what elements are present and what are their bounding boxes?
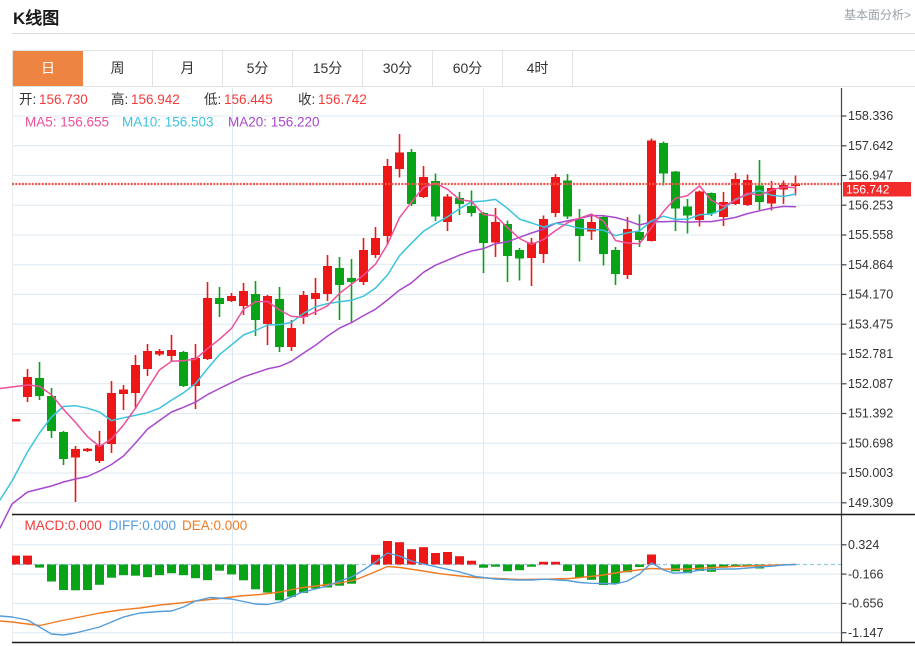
svg-text:150.003: 150.003 — [848, 466, 893, 480]
svg-text:156.947: 156.947 — [848, 169, 893, 183]
svg-text:0.324: 0.324 — [848, 538, 879, 552]
svg-text:-0.166: -0.166 — [848, 567, 883, 581]
svg-text:155.558: 155.558 — [848, 228, 893, 242]
svg-text:149.309: 149.309 — [848, 496, 893, 510]
svg-text:152.781: 152.781 — [848, 347, 893, 361]
svg-text:-1.147: -1.147 — [848, 626, 883, 640]
svg-text:156.253: 156.253 — [848, 198, 893, 212]
svg-text:154.864: 154.864 — [848, 258, 893, 272]
svg-text:157.642: 157.642 — [848, 139, 893, 153]
svg-text:156.742: 156.742 — [846, 182, 890, 196]
svg-text:150.698: 150.698 — [848, 436, 893, 450]
svg-text:-0.656: -0.656 — [848, 597, 883, 611]
svg-text:154.170: 154.170 — [848, 288, 893, 302]
svg-text:152.087: 152.087 — [848, 377, 893, 391]
svg-text:153.475: 153.475 — [848, 317, 893, 331]
svg-text:151.392: 151.392 — [848, 407, 893, 421]
svg-text:158.336: 158.336 — [848, 109, 893, 123]
